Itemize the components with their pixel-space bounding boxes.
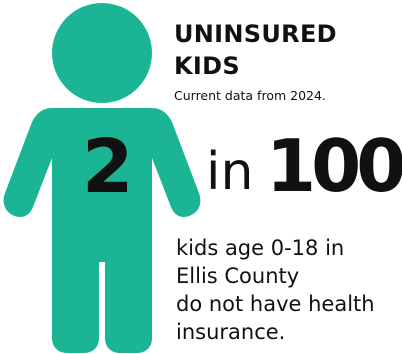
description: kids age 0-18 in Ellis County do not hav… (176, 234, 375, 346)
description-line: insurance. (176, 320, 286, 344)
stat-connector: in (206, 142, 254, 202)
figure-body (3, 108, 201, 353)
description-line: kids age 0-18 in (176, 236, 345, 260)
stat-count: 2 (82, 124, 134, 210)
description-line: do not have health (176, 292, 375, 316)
title-line-1: UNINSURED (174, 20, 337, 48)
description-line: Ellis County (176, 264, 300, 288)
title-line-2: KIDS (174, 52, 240, 80)
figure-head (52, 3, 152, 103)
subtitle: Current data from 2024. (174, 88, 326, 103)
stat-total: 100 (266, 124, 402, 208)
